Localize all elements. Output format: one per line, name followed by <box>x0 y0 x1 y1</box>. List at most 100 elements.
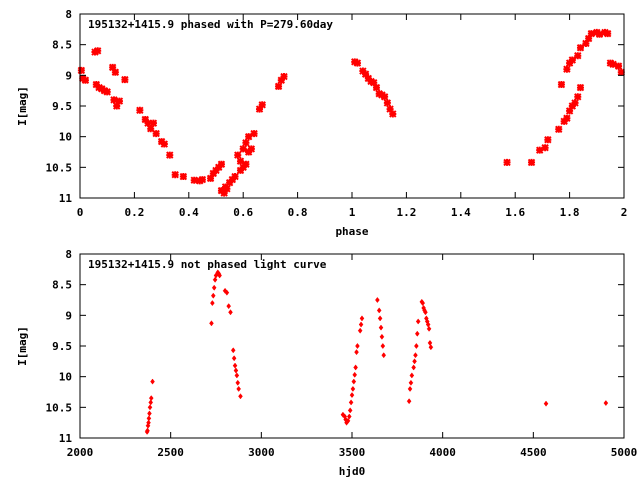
y-tick-label: 11 <box>59 192 73 205</box>
data-point <box>160 140 169 148</box>
data-point <box>503 158 511 167</box>
data-point <box>576 44 585 52</box>
data-point <box>152 129 160 138</box>
data-point <box>95 83 103 92</box>
data-point <box>250 129 258 138</box>
data-point <box>171 170 179 179</box>
data-point <box>148 395 154 402</box>
data-point <box>231 355 237 362</box>
x-tick-label: 2500 <box>157 446 184 459</box>
data-point <box>115 97 124 105</box>
unphased-y-axis-label: I[mag] <box>16 326 29 366</box>
data-point <box>231 172 239 181</box>
data-point <box>557 80 566 89</box>
data-point <box>147 124 155 133</box>
data-point <box>380 93 389 101</box>
data-point <box>527 158 536 167</box>
data-point <box>535 146 544 154</box>
data-point <box>234 151 242 159</box>
unphased-axis-ticks: 2000 2500 3000 3500 4000 4500 5000 8 8.5 9 9.5 10 10… <box>46 248 638 459</box>
data-point <box>348 399 354 406</box>
phased-x-axis-label: phase <box>335 225 368 238</box>
data-point <box>220 189 228 197</box>
data-point <box>389 110 397 118</box>
data-point <box>206 174 215 183</box>
data-point <box>609 60 617 69</box>
data-point <box>111 68 120 76</box>
data-point <box>543 400 549 407</box>
data-point <box>113 102 121 110</box>
data-point <box>179 172 188 181</box>
data-point <box>617 68 625 76</box>
data-point <box>576 83 585 92</box>
data-point <box>568 56 577 64</box>
x-tick-label: 0.4 <box>179 206 199 219</box>
data-point <box>274 82 283 91</box>
data-point <box>145 422 151 429</box>
x-tick-label: 4500 <box>520 446 547 459</box>
x-tick-label: 1.2 <box>396 206 416 219</box>
data-point <box>210 300 215 307</box>
data-point <box>375 296 380 304</box>
data-point <box>233 367 239 374</box>
data-point <box>582 39 590 48</box>
y-tick-label: 8 <box>65 248 72 261</box>
y-tick-label: 10.5 <box>46 401 73 414</box>
data-point <box>376 307 382 314</box>
x-tick-label: 0.2 <box>124 206 144 219</box>
data-point <box>110 96 118 104</box>
data-point <box>380 342 386 350</box>
y-tick-label: 9 <box>65 69 72 82</box>
data-point <box>544 136 552 144</box>
data-point <box>383 99 392 107</box>
data-point <box>563 114 571 122</box>
data-point <box>224 289 230 296</box>
data-point <box>603 400 609 407</box>
data-point <box>145 427 150 434</box>
data-point <box>350 385 356 392</box>
data-point <box>212 276 218 283</box>
data-point <box>415 318 421 325</box>
data-point <box>146 419 151 426</box>
data-point <box>91 48 99 56</box>
data-point <box>411 364 416 371</box>
data-point <box>377 315 383 322</box>
unphased-light-curve-plot: 2000 2500 3000 3500 4000 4500 5000 8 8.5 9 9.5 10 10… <box>16 248 637 478</box>
data-point <box>357 327 363 334</box>
x-tick-label: 1.8 <box>560 206 580 219</box>
phased-y-axis-label: I[mag] <box>16 86 29 126</box>
data-point <box>354 349 359 356</box>
data-point <box>277 76 285 84</box>
data-point <box>228 309 233 316</box>
data-point <box>427 339 433 346</box>
data-point <box>379 333 385 340</box>
data-point <box>375 90 383 98</box>
data-point <box>150 378 155 385</box>
data-point <box>372 83 381 92</box>
data-point <box>386 105 394 113</box>
data-point <box>408 379 414 386</box>
data-point <box>121 75 129 84</box>
x-tick-label: 1.6 <box>505 206 525 219</box>
data-point <box>244 132 253 141</box>
data-point <box>217 160 226 168</box>
data-point <box>236 157 245 165</box>
data-point <box>414 330 420 337</box>
x-tick-label: 5000 <box>611 446 638 459</box>
x-tick-label: 3500 <box>339 446 366 459</box>
data-point <box>108 63 117 72</box>
data-point <box>426 325 432 332</box>
data-point <box>606 59 615 67</box>
data-point <box>420 300 426 307</box>
data-point <box>247 145 256 153</box>
data-point <box>346 413 352 420</box>
x-tick-label: 0.6 <box>233 206 253 219</box>
y-tick-label: 10 <box>59 131 72 144</box>
data-point <box>361 70 370 78</box>
data-point <box>81 76 90 84</box>
phased-axis-ticks: 0 0.2 0.4 0.6 0.8 1 1.2 1.4 1.6 1.8 2 8 8.5 9 9.5 10 10.… <box>46 8 628 219</box>
data-point <box>614 62 623 70</box>
data-point <box>238 393 243 400</box>
data-point <box>258 101 266 109</box>
data-point <box>423 309 428 316</box>
